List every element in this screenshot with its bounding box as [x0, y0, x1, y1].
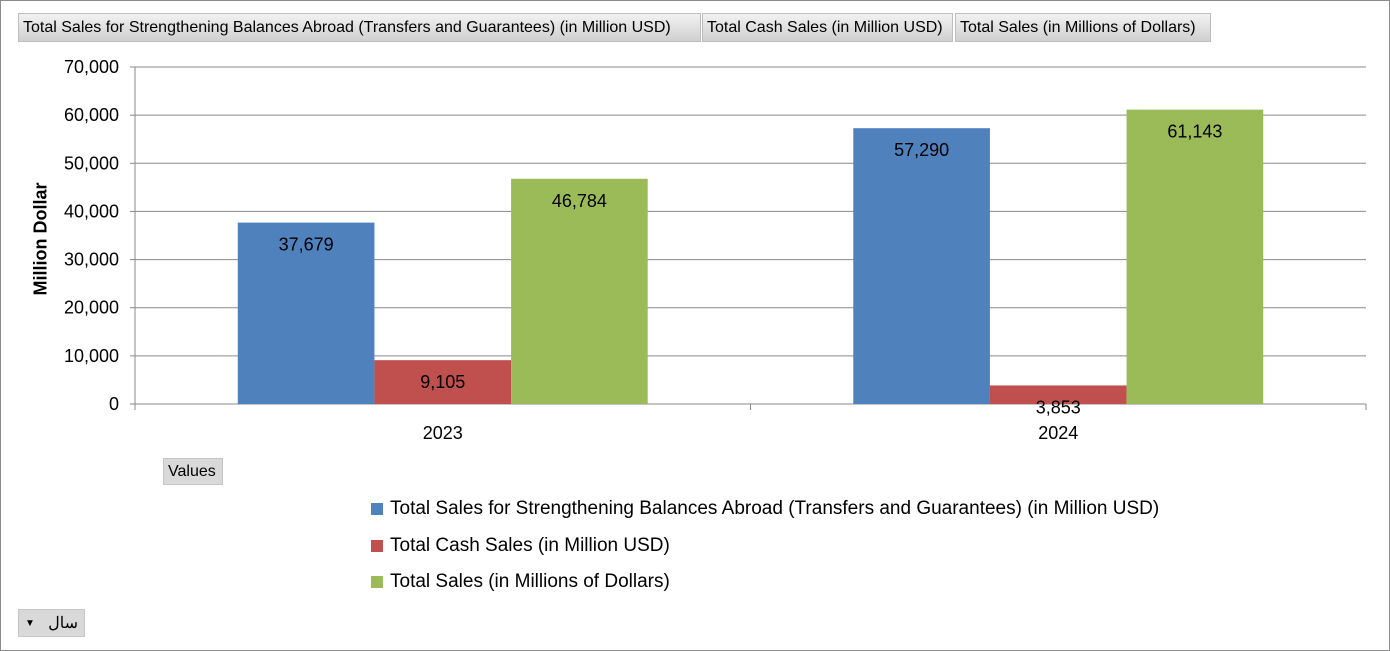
y-tick-label: 70,000 — [64, 57, 119, 77]
legend-label: Total Sales for Strengthening Balances A… — [390, 498, 1160, 520]
data-label: 46,784 — [552, 191, 607, 211]
year-filter-button[interactable]: ▼ سال — [18, 609, 85, 637]
y-tick-label: 30,000 — [64, 250, 119, 270]
bar — [374, 360, 512, 404]
field-button-total-sales-strengthening[interactable]: Total Sales for Strengthening Balances A… — [18, 13, 701, 42]
y-tick-label: 10,000 — [64, 346, 119, 366]
y-tick-label: 50,000 — [64, 153, 119, 173]
bar — [1126, 109, 1264, 404]
data-label: 57,290 — [894, 140, 949, 160]
data-label: 9,105 — [420, 372, 465, 392]
legend-swatch — [371, 503, 383, 516]
x-tick-label: 2023 — [423, 423, 463, 443]
legend-label: Total Cash Sales (in Million USD) — [390, 534, 670, 556]
legend: Total Sales for Strengthening Balances A… — [371, 491, 1159, 601]
field-button-total-cash-sales[interactable]: Total Cash Sales (in Million USD) — [702, 13, 953, 42]
bar — [511, 178, 648, 404]
legend-item: Total Sales for Strengthening Balances A… — [371, 491, 1159, 528]
data-label: 61,143 — [1167, 122, 1222, 142]
legend-label: Total Sales (in Millions of Dollars) — [390, 571, 670, 593]
data-label: 3,853 — [1036, 397, 1081, 417]
y-tick-label: 20,000 — [64, 298, 119, 318]
values-field-button[interactable]: Values — [163, 458, 223, 485]
dropdown-arrow-icon: ▼ — [25, 617, 35, 629]
bar-chart: 0 10,000 20,000 30,000 40,000 50,000 60,000 70,… — [64, 57, 1367, 443]
legend-item: Total Cash Sales (in Million USD) — [371, 528, 1159, 565]
legend-swatch — [371, 539, 383, 552]
legend-item: Total Sales (in Millions of Dollars) — [371, 564, 1159, 601]
bar — [989, 385, 1127, 404]
legend-swatch — [371, 576, 383, 589]
field-button-total-sales[interactable]: Total Sales (in Millions of Dollars) — [955, 13, 1211, 42]
y-tick-label: 40,000 — [64, 201, 119, 221]
bar — [237, 222, 375, 404]
year-filter-label: سال — [48, 614, 78, 632]
y-tick-label: 0 — [109, 394, 119, 414]
x-tick-label: 2024 — [1038, 423, 1078, 443]
y-tick-label: 60,000 — [64, 105, 119, 125]
data-label: 37,679 — [279, 235, 334, 255]
bar — [853, 128, 990, 404]
